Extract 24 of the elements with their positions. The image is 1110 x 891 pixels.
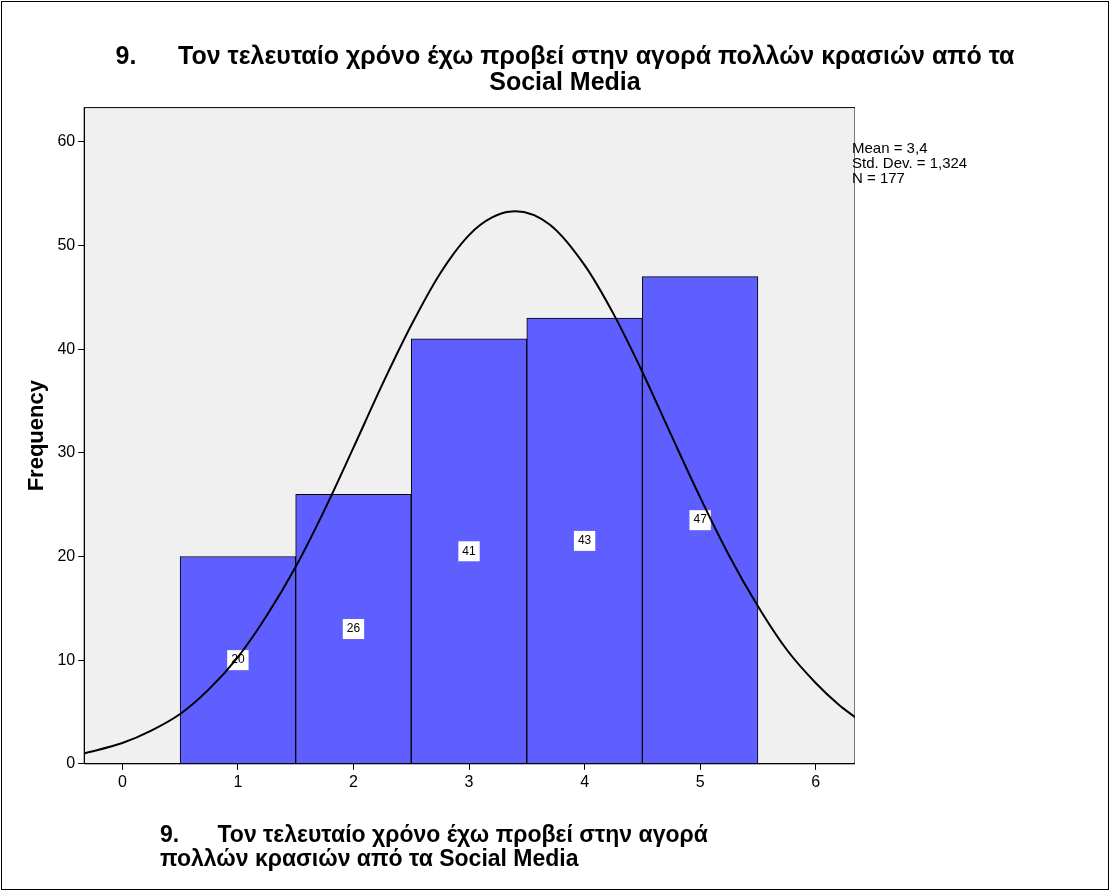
y-tick-label: 30 <box>57 443 76 461</box>
chart-title: 9. Τον τελευταίο χρόνο έχω προβεί στην αγορά πολλών κρασιών από τα Social Media <box>114 41 1016 95</box>
x-axis-title: 9. Τον τελευταίο χρόνο έχω προβεί στην αγορά πολλών κρασιών από τα Social Media <box>160 821 709 871</box>
y-tick-label: 50 <box>57 235 76 253</box>
y-tick-label: 60 <box>57 132 76 150</box>
annotation: Mean = 3,4 <box>852 139 929 156</box>
data-label: 43 <box>577 533 592 548</box>
x-tick-label: 1 <box>233 772 243 790</box>
annotation: Std. Dev. = 1,324 <box>852 154 968 171</box>
annotation: N = 177 <box>852 169 906 186</box>
data-label: 26 <box>346 621 361 636</box>
data-label: 47 <box>693 512 708 527</box>
x-tick-label: 2 <box>349 772 358 790</box>
x-tick-label: 4 <box>580 772 590 790</box>
x-tick-label: 5 <box>695 772 705 790</box>
x-tick-label: 0 <box>117 772 127 790</box>
y-tick-label: 10 <box>57 650 76 668</box>
data-label: 41 <box>462 543 477 558</box>
y-tick-label: 20 <box>57 546 76 564</box>
x-tick-label: 3 <box>464 772 474 790</box>
y-tick-label: 0 <box>66 754 76 772</box>
y-tick-label: 40 <box>57 339 76 357</box>
x-tick-label: 6 <box>811 772 821 790</box>
y-axis-title: Frequency <box>23 379 49 492</box>
